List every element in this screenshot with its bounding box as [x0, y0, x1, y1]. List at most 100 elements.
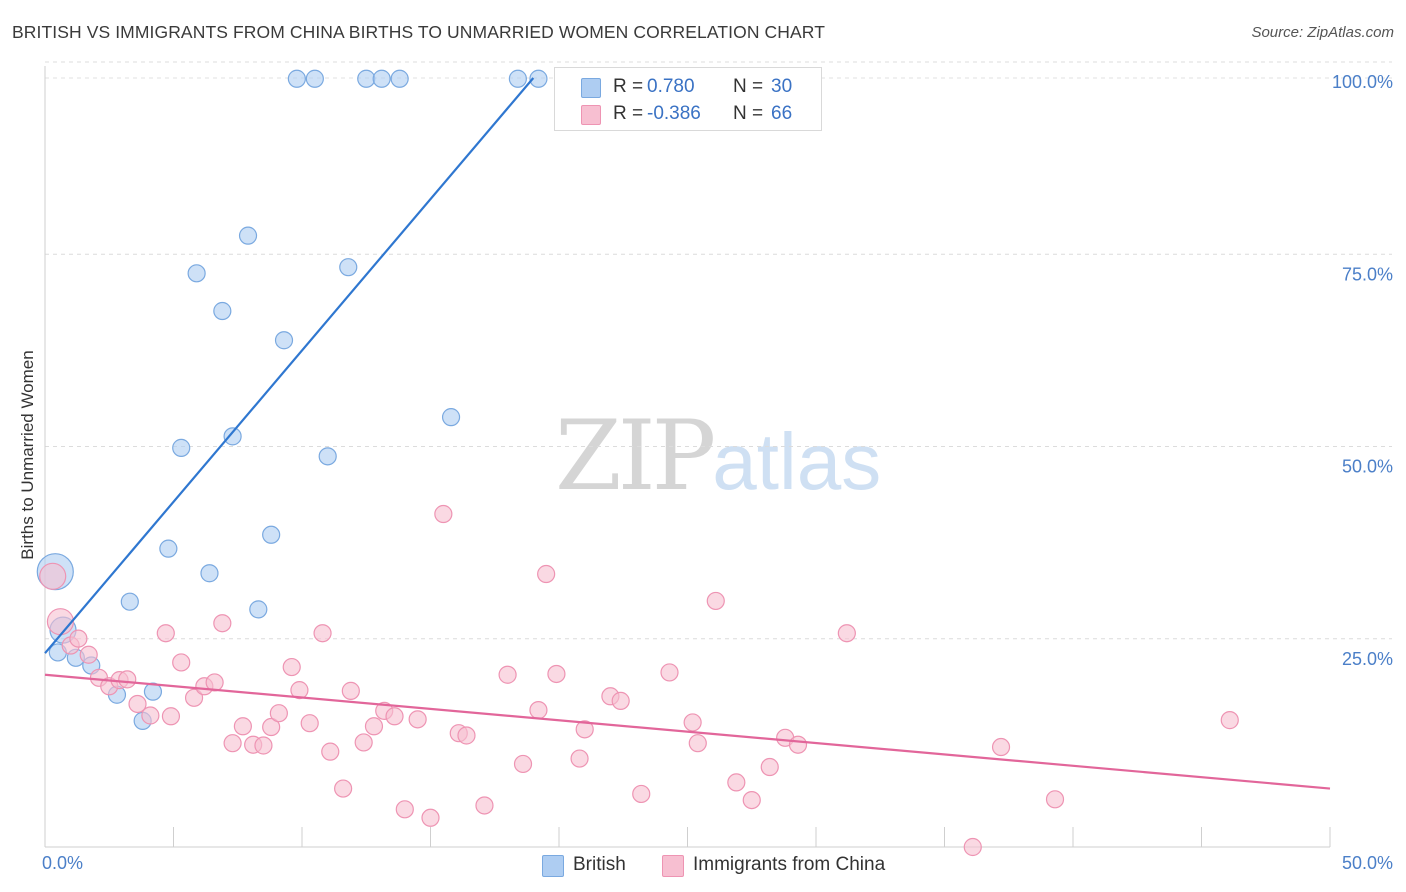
china-point	[184, 688, 204, 707]
china-point	[79, 645, 98, 664]
china-point	[39, 562, 67, 590]
china-point	[254, 736, 273, 755]
china-point	[706, 591, 725, 611]
british-trendline	[44, 77, 535, 654]
british-swatch	[581, 78, 601, 98]
british-point	[262, 525, 281, 544]
british-point	[120, 592, 139, 611]
british-point	[274, 331, 294, 350]
china-point	[457, 726, 476, 745]
y-tick-label: 50.0%	[1342, 457, 1393, 477]
series-legend: British Immigrants from China	[0, 852, 1406, 878]
british-point	[357, 69, 376, 88]
china-point	[290, 681, 309, 700]
china-point	[1045, 790, 1065, 809]
china-point	[434, 504, 453, 524]
chart-title: BRITISH VS IMMIGRANTS FROM CHINA BIRTHS …	[12, 22, 825, 42]
british-point	[172, 438, 191, 457]
r-value: 0.780	[647, 76, 695, 97]
british-point	[143, 682, 163, 701]
british-point	[249, 600, 268, 619]
british-point	[238, 226, 258, 245]
china-point	[529, 701, 548, 720]
china-point	[172, 653, 191, 672]
china-point	[760, 757, 779, 777]
china-point	[118, 670, 137, 689]
china-point	[341, 681, 360, 700]
china-point	[688, 734, 707, 753]
british-point	[339, 258, 358, 277]
china-point	[547, 664, 566, 684]
china-point	[46, 608, 75, 636]
china-point	[205, 673, 224, 692]
china-point	[69, 629, 88, 648]
china-point	[313, 624, 332, 643]
china-point	[742, 790, 761, 810]
china-point	[611, 691, 630, 710]
n-label: N =	[733, 76, 764, 97]
china-swatch	[662, 855, 684, 877]
china-point	[282, 657, 301, 677]
china-point	[395, 800, 414, 819]
british-point	[159, 539, 178, 558]
r-value: -0.386	[647, 103, 701, 124]
british-swatch	[542, 855, 564, 877]
china-point	[632, 784, 651, 804]
china-point	[421, 808, 440, 827]
china-point	[161, 707, 181, 726]
china-point	[991, 737, 1011, 757]
n-label: N =	[733, 103, 764, 124]
british-point	[529, 69, 548, 88]
china-point	[334, 779, 353, 798]
x-tick-label: 50.0%	[1342, 853, 1393, 873]
china-point	[364, 717, 384, 736]
china-point	[262, 717, 281, 737]
british-point	[318, 447, 337, 466]
british-point	[213, 301, 232, 321]
british-point	[187, 264, 206, 283]
china-point	[213, 614, 232, 633]
china-trendline	[44, 673, 1331, 790]
china-point	[223, 734, 242, 753]
british-point	[200, 564, 219, 583]
china-point	[727, 773, 746, 792]
british-point	[305, 69, 324, 88]
china-point	[408, 710, 427, 729]
n-value: 30	[771, 76, 793, 97]
china-point	[660, 663, 679, 682]
legend-label: British	[573, 854, 626, 875]
y-tick-label: 100.0%	[1332, 72, 1393, 92]
china-point	[354, 733, 373, 752]
china-point	[537, 564, 556, 584]
china-point	[128, 694, 147, 714]
china-point	[1220, 711, 1239, 730]
china-point	[837, 624, 856, 643]
china-point	[575, 720, 594, 739]
y-tick-label: 25.0%	[1342, 649, 1393, 669]
british-point	[508, 69, 527, 88]
china-point	[788, 735, 808, 754]
china-point	[141, 706, 160, 725]
british-point	[441, 408, 461, 427]
china-point	[269, 704, 288, 723]
china-point	[156, 624, 175, 643]
china-point	[321, 742, 340, 761]
legend-label: Immigrants from China	[693, 854, 886, 875]
british-point	[390, 69, 409, 88]
r-label: R =	[613, 76, 644, 97]
british-point	[223, 427, 242, 446]
stats-legend: R = 0.780 N = 30 R = -0.386 N = 66	[554, 67, 822, 131]
china-point	[475, 796, 494, 815]
china-point	[233, 717, 252, 736]
china-point	[498, 665, 517, 684]
british-point	[372, 69, 391, 88]
china-point	[963, 837, 982, 857]
china-swatch	[581, 105, 601, 125]
n-value: 66	[771, 103, 793, 124]
british-point	[287, 69, 306, 88]
y-tick-label: 75.0%	[1342, 264, 1393, 284]
china-point	[683, 713, 702, 732]
r-label: R =	[613, 103, 644, 124]
china-point	[300, 714, 319, 733]
